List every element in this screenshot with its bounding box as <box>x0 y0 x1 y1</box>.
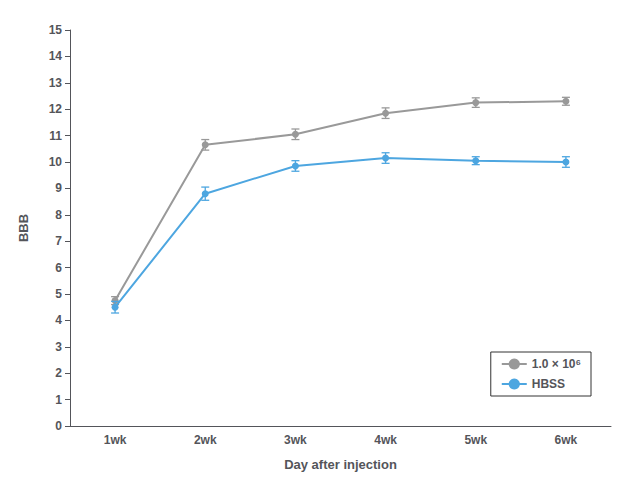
svg-text:4wk: 4wk <box>374 433 397 447</box>
svg-text:5: 5 <box>55 287 62 301</box>
svg-text:4: 4 <box>55 313 62 327</box>
svg-text:BBB: BBB <box>16 214 31 242</box>
svg-text:1.0 × 10⁶: 1.0 × 10⁶ <box>532 357 581 371</box>
svg-text:3: 3 <box>55 340 62 354</box>
svg-text:10: 10 <box>49 155 63 169</box>
svg-text:2: 2 <box>55 366 62 380</box>
svg-text:11: 11 <box>49 129 62 143</box>
svg-text:7: 7 <box>55 234 62 248</box>
svg-text:13: 13 <box>49 76 63 90</box>
svg-text:1: 1 <box>55 393 62 407</box>
svg-text:12: 12 <box>49 102 63 116</box>
svg-text:HBSS: HBSS <box>532 377 565 391</box>
svg-text:9: 9 <box>55 181 62 195</box>
svg-text:14: 14 <box>49 49 63 63</box>
svg-text:6wk: 6wk <box>555 433 578 447</box>
svg-text:0: 0 <box>55 419 62 433</box>
svg-text:6: 6 <box>55 261 62 275</box>
svg-text:2wk: 2wk <box>194 433 217 447</box>
svg-text:8: 8 <box>55 208 62 222</box>
svg-text:3wk: 3wk <box>284 433 307 447</box>
svg-text:1wk: 1wk <box>104 433 127 447</box>
svg-text:Day after injection: Day after injection <box>284 457 397 472</box>
svg-text:15: 15 <box>49 23 63 37</box>
svg-text:5wk: 5wk <box>464 433 487 447</box>
